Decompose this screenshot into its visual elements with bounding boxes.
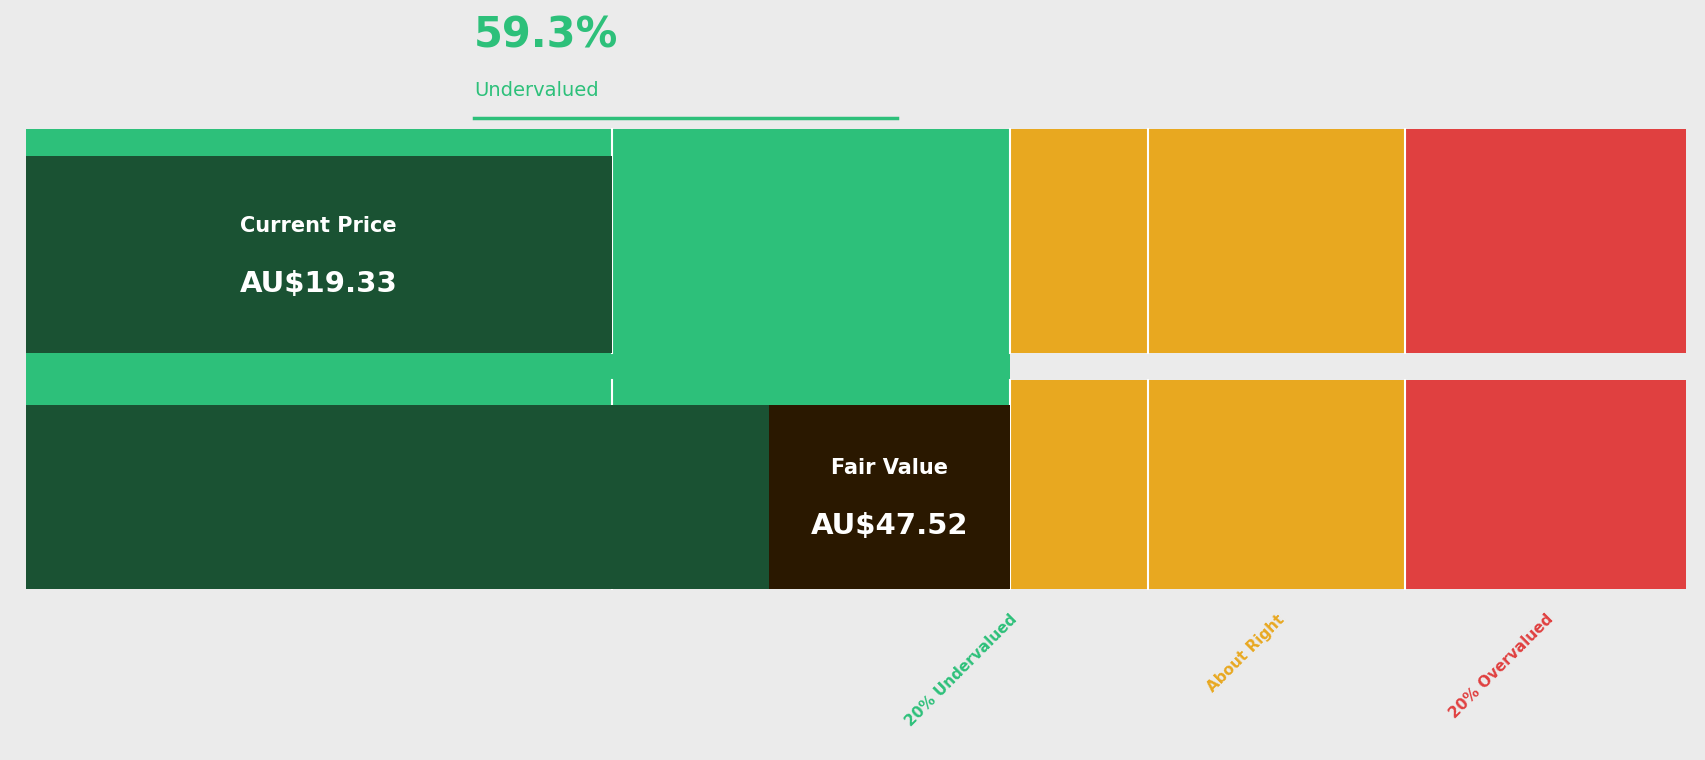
Text: AU$47.52: AU$47.52 <box>810 512 968 540</box>
Text: About Right: About Right <box>1204 612 1286 695</box>
Bar <box>1147 129 1405 353</box>
Text: Fair Value: Fair Value <box>830 458 948 478</box>
Text: AU$19.33: AU$19.33 <box>239 270 397 298</box>
Bar <box>1009 380 1147 589</box>
Text: 20% Undervalued: 20% Undervalued <box>902 612 1020 730</box>
Text: 59.3%: 59.3% <box>474 15 617 57</box>
Bar <box>26 405 1009 589</box>
Bar <box>26 156 610 353</box>
Text: Undervalued: Undervalued <box>474 81 598 100</box>
Text: 20% Overvalued: 20% Overvalued <box>1446 612 1555 721</box>
Bar <box>26 129 610 353</box>
Bar <box>26 353 1009 380</box>
Text: Current Price: Current Price <box>240 216 397 236</box>
Bar <box>1405 129 1685 353</box>
Bar <box>26 380 610 589</box>
Bar <box>1009 129 1147 353</box>
Bar <box>610 380 1009 589</box>
Bar <box>1147 380 1405 589</box>
Bar <box>610 129 1009 353</box>
Bar <box>769 405 1009 589</box>
Bar <box>1405 380 1685 589</box>
